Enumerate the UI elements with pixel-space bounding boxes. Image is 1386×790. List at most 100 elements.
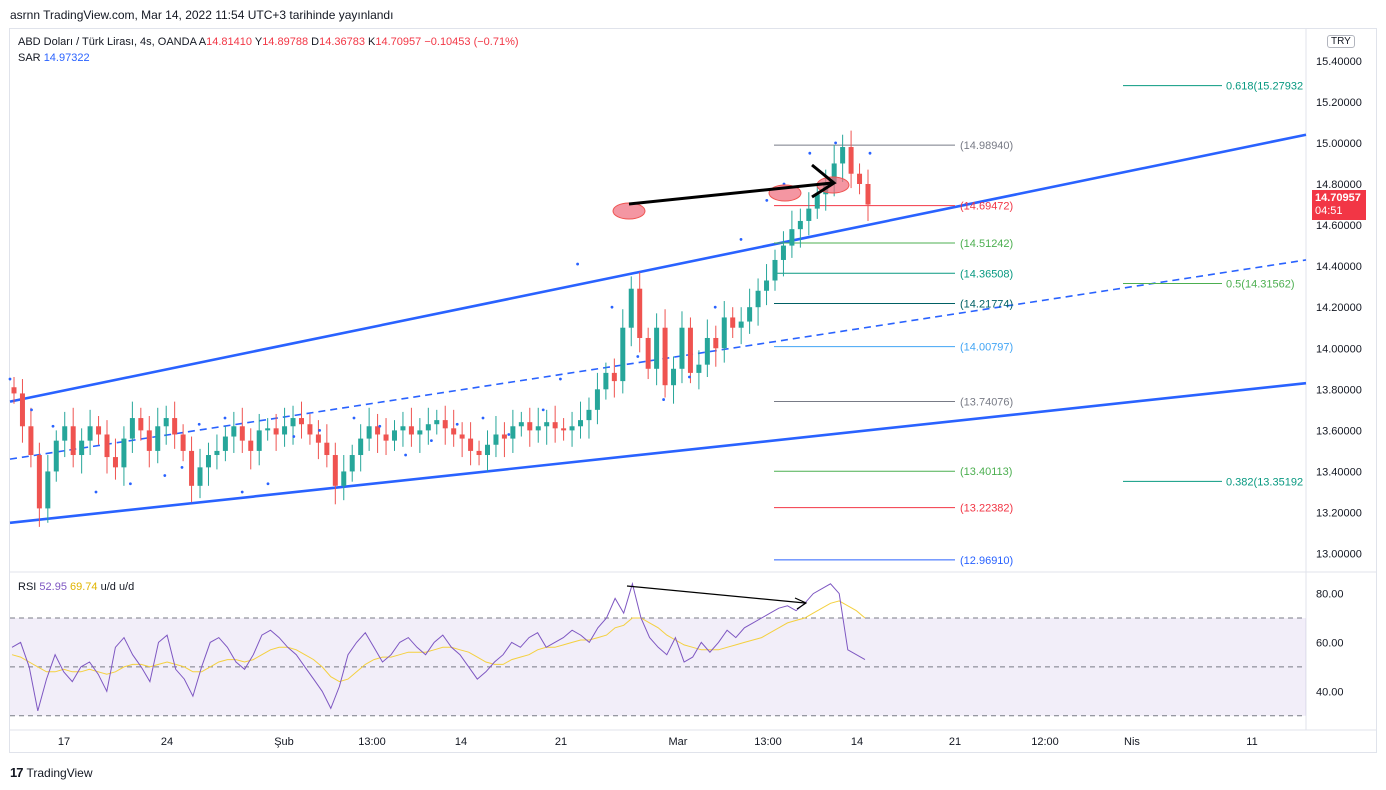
candle-body[interactable]	[738, 321, 744, 328]
candle-body[interactable]	[535, 426, 541, 431]
candle-body[interactable]	[442, 420, 448, 429]
rsi-divergence-line[interactable]	[626, 585, 806, 604]
candle-body[interactable]	[569, 426, 575, 431]
rsi-ma-line[interactable]	[11, 600, 866, 683]
candle-body[interactable]	[789, 229, 795, 246]
candle-body[interactable]	[780, 245, 786, 260]
currency-label[interactable]: TRY	[1327, 35, 1355, 48]
candle-body[interactable]	[273, 428, 279, 435]
candle-body[interactable]	[231, 426, 237, 437]
trend-arrow-head[interactable]	[811, 163, 837, 199]
candle-body[interactable]	[121, 438, 127, 468]
candle-body[interactable]	[358, 438, 364, 456]
candle-body[interactable]	[848, 147, 854, 174]
candle-body[interactable]	[840, 147, 846, 164]
candle-body[interactable]	[79, 440, 85, 456]
candle-body[interactable]	[434, 420, 440, 425]
candle-body[interactable]	[662, 327, 668, 386]
candle-body[interactable]	[772, 259, 778, 281]
candle-body[interactable]	[214, 450, 220, 456]
candle-body[interactable]	[713, 337, 719, 349]
candle-body[interactable]	[510, 426, 516, 439]
rsi-line[interactable]	[11, 581, 866, 712]
candle-body[interactable]	[552, 422, 558, 429]
candle-body[interactable]	[349, 455, 355, 472]
candle-body[interactable]	[375, 426, 381, 435]
channel-lower-line[interactable]	[9, 381, 1307, 525]
candle-body[interactable]	[315, 434, 321, 443]
candle-body[interactable]	[671, 368, 677, 386]
candle-body[interactable]	[561, 428, 567, 431]
candle-body[interactable]	[696, 364, 702, 373]
candle-body[interactable]	[205, 455, 211, 468]
symbol-name[interactable]: ABD Doları / Türk Lirası, 4s, OANDA	[18, 36, 197, 48]
candle-body[interactable]	[603, 372, 609, 390]
candle-body[interactable]	[476, 450, 482, 456]
candle-body[interactable]	[831, 163, 837, 184]
candle-body[interactable]	[341, 471, 347, 486]
candle-body[interactable]	[104, 434, 110, 458]
candle-body[interactable]	[298, 418, 304, 425]
candle-body[interactable]	[814, 194, 820, 209]
footer-brand[interactable]: TradingView	[26, 765, 93, 780]
highlight-ellipse[interactable]	[612, 202, 646, 220]
candle-body[interactable]	[425, 424, 431, 431]
candle-body[interactable]	[679, 327, 685, 369]
candle-body[interactable]	[146, 430, 152, 451]
candle-body[interactable]	[324, 442, 330, 456]
candle-body[interactable]	[611, 372, 617, 382]
candle-body[interactable]	[518, 422, 524, 427]
candle-body[interactable]	[747, 307, 753, 322]
candle-body[interactable]	[383, 434, 389, 441]
candle-body[interactable]	[654, 327, 660, 369]
candle-body[interactable]	[417, 430, 423, 435]
candle-body[interactable]	[282, 426, 288, 435]
candle-body[interactable]	[155, 426, 161, 451]
candle-body[interactable]	[332, 455, 338, 486]
candle-body[interactable]	[468, 438, 474, 451]
candle-body[interactable]	[704, 337, 710, 365]
candle-body[interactable]	[45, 471, 51, 509]
candle-body[interactable]	[806, 208, 812, 221]
channel-middle-line[interactable]	[9, 259, 1307, 460]
candle-body[interactable]	[129, 418, 135, 439]
candle-body[interactable]	[865, 183, 871, 205]
candle-body[interactable]	[637, 288, 643, 338]
candle-body[interactable]	[594, 389, 600, 410]
candle-body[interactable]	[290, 418, 296, 427]
candle-body[interactable]	[620, 327, 626, 382]
candle-body[interactable]	[19, 393, 25, 427]
candle-body[interactable]	[586, 409, 592, 421]
tradingview-logo-icon[interactable]: 17	[10, 765, 24, 780]
candle-body[interactable]	[764, 280, 770, 291]
candle-body[interactable]	[248, 440, 254, 451]
candle-body[interactable]	[544, 422, 550, 427]
candle-body[interactable]	[265, 428, 271, 431]
candle-body[interactable]	[527, 422, 533, 431]
candle-body[interactable]	[87, 426, 93, 441]
candle-body[interactable]	[53, 440, 59, 472]
candle-body[interactable]	[36, 455, 42, 509]
candle-body[interactable]	[138, 418, 144, 431]
candle-body[interactable]	[408, 426, 414, 435]
candle-body[interactable]	[28, 426, 34, 456]
candle-body[interactable]	[628, 288, 634, 328]
candle-body[interactable]	[163, 418, 169, 427]
candle-body[interactable]	[366, 426, 372, 439]
candle-body[interactable]	[222, 436, 228, 451]
candle-body[interactable]	[239, 426, 245, 441]
candle-body[interactable]	[578, 420, 584, 427]
candle-body[interactable]	[857, 173, 863, 184]
sar-label[interactable]: SAR	[18, 52, 41, 64]
candle-body[interactable]	[189, 450, 195, 486]
candle-body[interactable]	[459, 434, 465, 439]
candle-body[interactable]	[755, 290, 761, 308]
candle-body[interactable]	[493, 434, 499, 445]
candle-body[interactable]	[62, 426, 68, 441]
channel-upper-line[interactable]	[9, 133, 1307, 403]
candle-body[interactable]	[501, 434, 507, 439]
candle-body[interactable]	[400, 426, 406, 431]
candle-body[interactable]	[96, 426, 102, 435]
candle-body[interactable]	[307, 424, 313, 435]
